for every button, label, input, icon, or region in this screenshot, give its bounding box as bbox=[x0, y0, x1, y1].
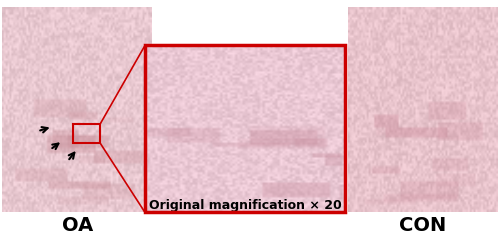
Text: CON: CON bbox=[399, 215, 446, 231]
Text: OA: OA bbox=[62, 215, 93, 231]
Text: Original magnification × 20: Original magnification × 20 bbox=[148, 198, 342, 211]
Bar bbox=[72, 125, 100, 143]
Bar bbox=[145, 46, 345, 213]
